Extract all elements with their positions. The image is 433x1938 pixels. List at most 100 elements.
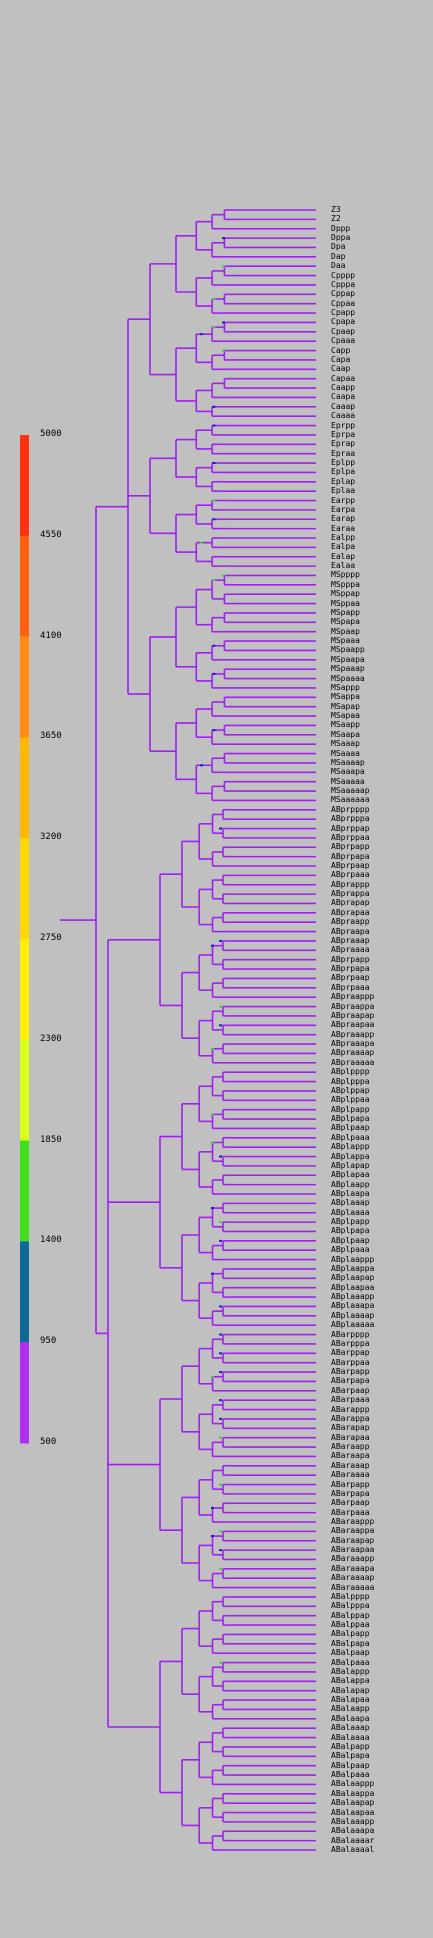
color-scale-tick-label: 3200 <box>40 832 62 843</box>
branch-mark <box>219 1305 223 1308</box>
color-band <box>20 1241 29 1343</box>
branch-mark <box>222 321 226 324</box>
leaf-label: ABalpaaa <box>331 1657 370 1667</box>
branch-mark <box>212 579 216 582</box>
leaf-label: MSppap <box>331 589 360 599</box>
leaf-label: ABprpapp <box>331 954 370 964</box>
leaf-label: ABprpaaa <box>331 870 370 880</box>
leaf-label: Capa <box>331 354 351 364</box>
leaf-label: MSaaaaap <box>331 786 370 796</box>
branch-mark <box>219 1417 223 1420</box>
leaf-label: ABplpaaa <box>331 1132 370 1142</box>
leaf-label: ABpraaapa <box>331 1039 375 1049</box>
leaf-label: ABprpaaa <box>331 982 370 992</box>
leaf-label: ABaraaapp <box>331 1554 375 1564</box>
leaf-label: ABarappp <box>331 1404 370 1414</box>
leaf-label: ABplpppa <box>331 1076 370 1086</box>
leaf-label: ABalpaap <box>331 1760 370 1770</box>
leaf-label: ABplaappa <box>331 1263 375 1273</box>
leaf-label: ABprapap <box>331 898 370 908</box>
leaf-label: ABpraapap <box>331 1010 375 1020</box>
branch-mark <box>222 349 226 352</box>
leaf-label: ABalaapaa <box>331 1807 375 1817</box>
leaf-label: ABprpapa <box>331 851 370 861</box>
branch-mark <box>212 298 216 301</box>
leaf-label: Dap <box>331 251 346 261</box>
leaf-label: ABpraapa <box>331 926 370 936</box>
leaf-label: ABalapap <box>331 1685 370 1695</box>
leaf-label: ABplaaap <box>331 1198 370 1208</box>
leaf-label: Earpa <box>331 504 356 514</box>
leaf-label: ABplappa <box>331 1151 370 1161</box>
leaf-label: ABaraaaaa <box>331 1582 375 1592</box>
leaf-label: ABalappp <box>331 1666 370 1676</box>
color-scale-tick-label: 2300 <box>40 1033 62 1044</box>
branch-mark <box>219 1549 223 1552</box>
branch-mark <box>212 729 216 732</box>
leaf-label: MSaaaaa <box>331 776 365 786</box>
leaf-label: ABalaappa <box>331 1788 375 1798</box>
leaf-label: ABplaapaa <box>331 1282 375 1292</box>
branch-mark <box>219 1005 223 1008</box>
branch-mark <box>212 424 216 427</box>
leaf-label: ABalpppa <box>331 1601 370 1611</box>
leaf-label: ABpraaaaa <box>331 1057 375 1067</box>
leaf-label: ABplpapp <box>331 1104 370 1114</box>
leaf-label: ABprpaap <box>331 973 370 983</box>
leaf-label: ABarppaa <box>331 1357 370 1367</box>
branch-mark <box>219 1483 223 1486</box>
color-scale-tick-label: 1850 <box>40 1134 62 1145</box>
leaf-label: Capp <box>331 345 351 355</box>
leaf-label: ABplaapp <box>331 1179 370 1189</box>
leaf-label: ABalaaapp <box>331 1816 375 1826</box>
color-band <box>20 1342 29 1444</box>
leaf-label: ABalpapa <box>331 1751 370 1761</box>
leaf-label: MSpaaaa <box>331 673 365 683</box>
color-scale-tick-label: 3650 <box>40 731 62 742</box>
leaf-label: ABplpppp <box>331 1067 370 1077</box>
branch-mark <box>219 939 223 942</box>
leaf-label: MSappp <box>331 682 360 692</box>
leaf-label: Eprpp <box>331 420 356 430</box>
leaf-label: ABplpapa <box>331 1226 370 1236</box>
branch-mark <box>219 827 223 830</box>
leaf-label: MSpaaap <box>331 664 365 674</box>
leaf-label: ABarppap <box>331 1348 370 1358</box>
leaf-label: ABaraapap <box>331 1535 375 1545</box>
leaf-label: ABpraaaa <box>331 945 370 955</box>
leaf-label: Caap <box>331 364 351 374</box>
leaf-label: ABarpaap <box>331 1498 370 1508</box>
leaf-label: ABalpapa <box>331 1638 370 1648</box>
color-scale-tick-label: 1400 <box>40 1235 62 1246</box>
leaf-label: ABarpaap <box>331 1385 370 1395</box>
branch-mark <box>210 1047 214 1050</box>
leaf-label: ABprapaa <box>331 907 370 917</box>
leaf-label: Earap <box>331 514 356 524</box>
leaf-label: Caapp <box>331 383 356 393</box>
leaf-label: ABaraappa <box>331 1526 375 1536</box>
color-scale-tick-label: 4550 <box>40 529 62 540</box>
leaf-label: MSapaa <box>331 711 360 721</box>
branch-mark <box>222 265 226 268</box>
leaf-label: Cpapp <box>331 308 356 318</box>
leaf-label: ABaraapa <box>331 1451 370 1461</box>
leaf-label: ABarpapa <box>331 1488 370 1498</box>
leaf-label: Eplpp <box>331 458 356 468</box>
branch-mark <box>210 1207 214 1210</box>
leaf-label: MSaapp <box>331 720 360 730</box>
leaf-label: Ealaa <box>331 561 356 571</box>
leaf-label: Cppap <box>331 289 356 299</box>
leaf-label: ABalaaapa <box>331 1826 375 1836</box>
branch-mark <box>219 1436 223 1439</box>
leaf-label: ABarappa <box>331 1413 370 1423</box>
leaf-label: Earaa <box>331 523 356 533</box>
leaf-label: MSpaap <box>331 626 360 636</box>
leaf-label: ABaraaapa <box>331 1563 375 1573</box>
leaf-label: ABpraaaap <box>331 1048 375 1058</box>
leaf-label: ABalaappp <box>331 1779 375 1789</box>
leaf-label: ABplaaaap <box>331 1310 375 1320</box>
branch-mark <box>219 1333 223 1336</box>
leaf-label: ABprppaa <box>331 832 370 842</box>
leaf-label: ABprppap <box>331 823 370 833</box>
